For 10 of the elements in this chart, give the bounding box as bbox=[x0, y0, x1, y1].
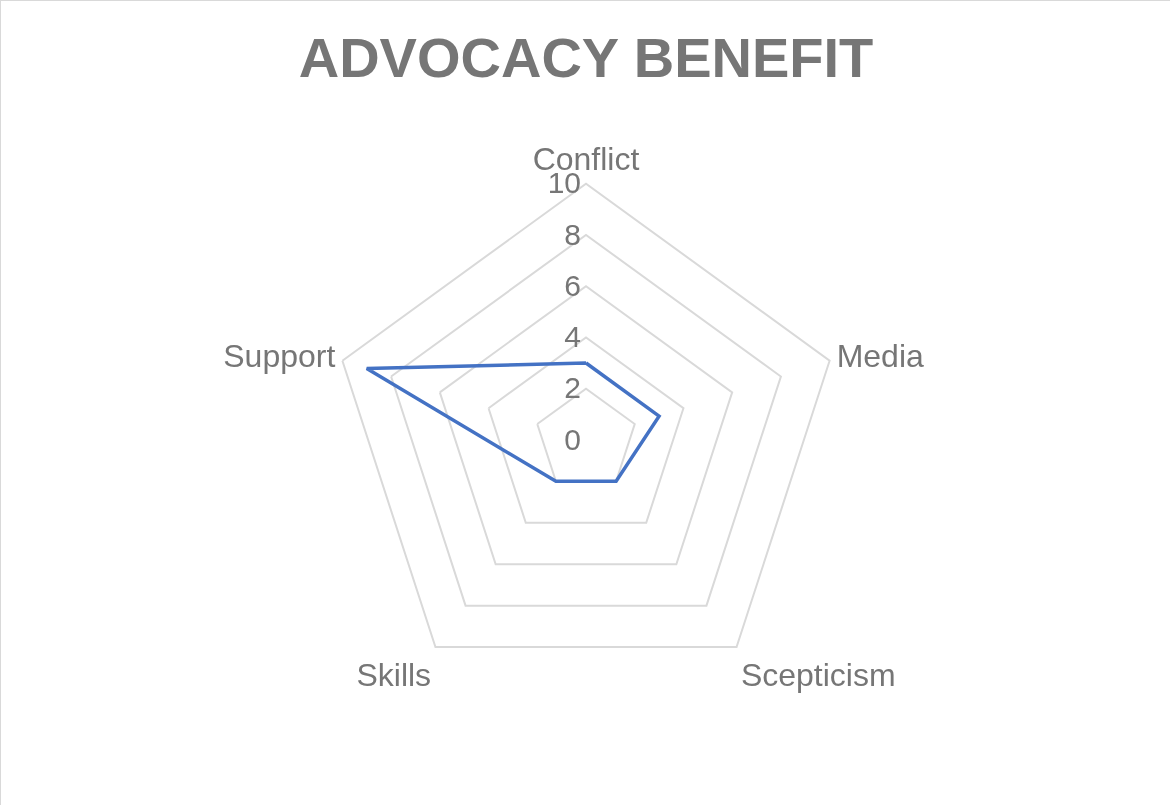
y-tick-label: 6 bbox=[564, 268, 581, 302]
spoke-label: Support bbox=[223, 338, 336, 375]
y-tick-label: 2 bbox=[564, 371, 581, 405]
spoke-label: Media bbox=[836, 338, 925, 375]
spoke-label: Scepticism bbox=[740, 656, 896, 693]
chart-title: ADVOCACY BENEFIT bbox=[298, 25, 874, 89]
y-tick-label: 0 bbox=[564, 422, 581, 456]
y-tick-label: 4 bbox=[564, 320, 581, 354]
spoke-label: Skills bbox=[356, 656, 432, 693]
y-tick-label: 8 bbox=[564, 217, 581, 251]
